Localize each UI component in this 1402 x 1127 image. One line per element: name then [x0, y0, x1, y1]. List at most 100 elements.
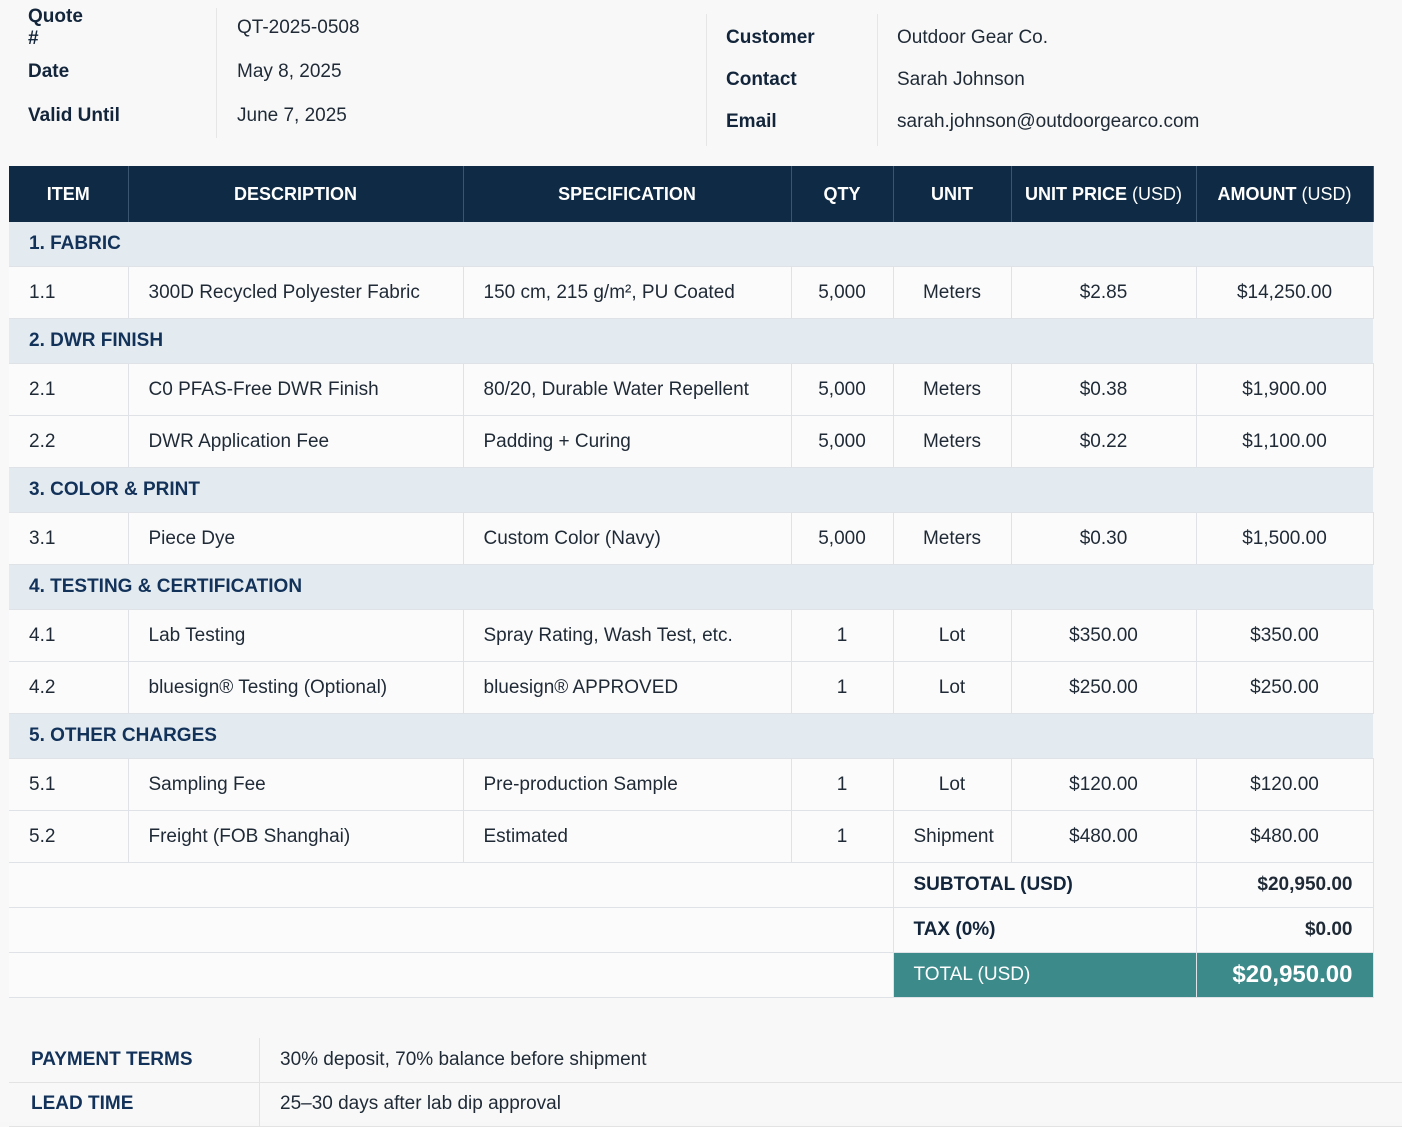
cell-description: Freight (FOB Shanghai) [128, 810, 464, 863]
cell-item: 5.2 [9, 810, 129, 863]
cell-item: 4.1 [9, 609, 129, 662]
valid-until-label: Valid Until [28, 105, 120, 126]
section-title: 3. COLOR & PRINT [9, 467, 1373, 513]
customer-info-panel: Customer Outdoor Gear Co. Contact Sarah … [706, 14, 1367, 146]
header-unit-price-currency: (USD) [1132, 183, 1183, 204]
cell-qty: 5,000 [791, 363, 894, 416]
table-row: 2.1 C0 PFAS-Free DWR Finish 80/20, Durab… [9, 363, 1374, 416]
cell-unit-price: $0.30 [1011, 512, 1197, 565]
cell-specification: 80/20, Durable Water Repellent [463, 363, 792, 416]
section-title: 2. DWR FINISH [9, 318, 1373, 364]
cell-amount: $1,900.00 [1196, 363, 1374, 416]
quote-number-label: Quote # [28, 6, 83, 49]
section-title: 4. TESTING & CERTIFICATION [9, 564, 1373, 610]
cell-specification: Custom Color (Navy) [463, 512, 792, 565]
lead-time-value: 25–30 days after lab dip approval [259, 1082, 561, 1126]
payment-terms-label: PAYMENT TERMS [31, 1049, 193, 1070]
total-row: TOTAL (USD) $20,950.00 [9, 952, 1374, 998]
contact-value: Sarah Johnson [897, 69, 1025, 90]
header-amount: AMOUNT (USD) [1196, 166, 1374, 222]
cell-qty: 1 [791, 810, 894, 863]
section-row: 4. TESTING & CERTIFICATION [9, 564, 1373, 610]
table-row: 5.2 Freight (FOB Shanghai) Estimated 1 S… [9, 810, 1374, 863]
cell-specification: Estimated [463, 810, 792, 863]
date-label: Date [28, 61, 70, 82]
cell-unit: Lot [893, 758, 1012, 811]
cell-qty: 1 [791, 661, 894, 714]
table-row: 4.2 bluesign® Testing (Optional) bluesig… [9, 661, 1374, 714]
cell-unit: Meters [893, 266, 1012, 319]
header-unit-price: UNIT PRICE (USD) [1011, 166, 1197, 222]
table-row: 1.1 300D Recycled Polyester Fabric 150 c… [9, 266, 1374, 319]
customer-label: Customer [726, 27, 815, 48]
cell-unit: Shipment [893, 810, 1012, 863]
divider [216, 8, 217, 138]
header-qty: QTY [791, 166, 894, 222]
date-value: May 8, 2025 [237, 61, 342, 82]
table-row: 5.1 Sampling Fee Pre-production Sample 1… [9, 758, 1374, 811]
subtotal-row: SUBTOTAL (USD) $20,950.00 [9, 862, 1374, 908]
header-item: ITEM [9, 166, 129, 222]
header-specification: SPECIFICATION [463, 166, 792, 222]
section-row: 5. OTHER CHARGES [9, 713, 1373, 759]
cell-qty: 5,000 [791, 415, 894, 468]
cell-unit: Meters [893, 415, 1012, 468]
cell-amount: $14,250.00 [1196, 266, 1374, 319]
cell-item: 4.2 [9, 661, 129, 714]
cell-item: 2.1 [9, 363, 129, 416]
table-row: 4.1 Lab Testing Spray Rating, Wash Test,… [9, 609, 1374, 662]
email-value[interactable]: sarah.johnson@outdoorgearco.com [897, 111, 1200, 132]
cell-description: Piece Dye [128, 512, 464, 565]
lead-time-row: LEAD TIME 25–30 days after lab dip appro… [9, 1082, 1402, 1127]
cell-description: bluesign® Testing (Optional) [128, 661, 464, 714]
table-row: 3.1 Piece Dye Custom Color (Navy) 5,000 … [9, 512, 1374, 565]
cell-unit-price: $2.85 [1011, 266, 1197, 319]
quote-info-panel: Quote # QT-2025-0508 Date May 8, 2025 Va… [8, 6, 698, 138]
cell-unit: Lot [893, 661, 1012, 714]
cell-unit-price: $250.00 [1011, 661, 1197, 714]
tax-label: TAX (0%) [893, 907, 1197, 953]
cell-unit: Meters [893, 363, 1012, 416]
total-value: $20,950.00 [1196, 952, 1374, 998]
subtotal-value: $20,950.00 [1196, 862, 1374, 908]
cell-unit: Lot [893, 609, 1012, 662]
divider [877, 14, 878, 146]
total-label: TOTAL (USD) [893, 952, 1197, 998]
cell-item: 2.2 [9, 415, 129, 468]
cell-description: Lab Testing [128, 609, 464, 662]
cell-specification: 150 cm, 215 g/m², PU Coated [463, 266, 792, 319]
header-unit-price-label: UNIT PRICE [1024, 183, 1127, 204]
cell-amount: $350.00 [1196, 609, 1374, 662]
email-label: Email [726, 111, 777, 132]
cell-description: DWR Application Fee [128, 415, 464, 468]
header-amount-label: AMOUNT [1217, 183, 1297, 204]
cell-specification: bluesign® APPROVED [463, 661, 792, 714]
cell-qty: 1 [791, 609, 894, 662]
valid-until-value: June 7, 2025 [237, 105, 347, 126]
cell-unit-price: $0.38 [1011, 363, 1197, 416]
cell-specification: Pre-production Sample [463, 758, 792, 811]
cell-specification: Padding + Curing [463, 415, 792, 468]
header-unit: UNIT [893, 166, 1012, 222]
cell-item: 3.1 [9, 512, 129, 565]
section-row: 1. FABRIC [9, 222, 1373, 267]
section-row: 2. DWR FINISH [9, 318, 1373, 364]
table-header-row: ITEM DESCRIPTION SPECIFICATION QTY UNIT … [9, 166, 1374, 222]
section-title: 5. OTHER CHARGES [9, 713, 1373, 759]
cell-description: C0 PFAS-Free DWR Finish [128, 363, 464, 416]
cell-unit-price: $480.00 [1011, 810, 1197, 863]
section-row: 3. COLOR & PRINT [9, 467, 1373, 513]
cell-amount: $120.00 [1196, 758, 1374, 811]
cell-amount: $1,500.00 [1196, 512, 1374, 565]
quote-number-value: QT-2025-0508 [237, 17, 360, 38]
quote-table: ITEM DESCRIPTION SPECIFICATION QTY UNIT … [9, 166, 1374, 998]
table-row: 2.2 DWR Application Fee Padding + Curing… [9, 415, 1374, 468]
header-amount-currency: (USD) [1301, 183, 1352, 204]
cell-amount: $480.00 [1196, 810, 1374, 863]
cell-item: 5.1 [9, 758, 129, 811]
payment-terms-row: PAYMENT TERMS 30% deposit, 70% balance b… [9, 1038, 1402, 1083]
cell-unit-price: $0.22 [1011, 415, 1197, 468]
cell-qty: 5,000 [791, 266, 894, 319]
subtotal-label: SUBTOTAL (USD) [893, 862, 1197, 908]
